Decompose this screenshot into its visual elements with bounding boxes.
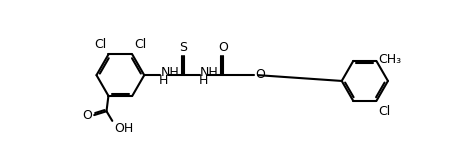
Text: NH: NH <box>200 66 219 79</box>
Text: S: S <box>179 41 188 54</box>
Text: H: H <box>159 74 169 87</box>
Text: O: O <box>218 41 228 54</box>
Text: H: H <box>198 74 208 87</box>
Text: Cl: Cl <box>378 105 390 118</box>
Text: OH: OH <box>114 122 133 135</box>
Text: NH: NH <box>161 66 179 79</box>
Text: Cl: Cl <box>134 38 147 51</box>
Text: O: O <box>82 109 92 122</box>
Text: CH₃: CH₃ <box>378 53 401 66</box>
Text: Cl: Cl <box>94 38 107 51</box>
Text: O: O <box>255 68 265 81</box>
